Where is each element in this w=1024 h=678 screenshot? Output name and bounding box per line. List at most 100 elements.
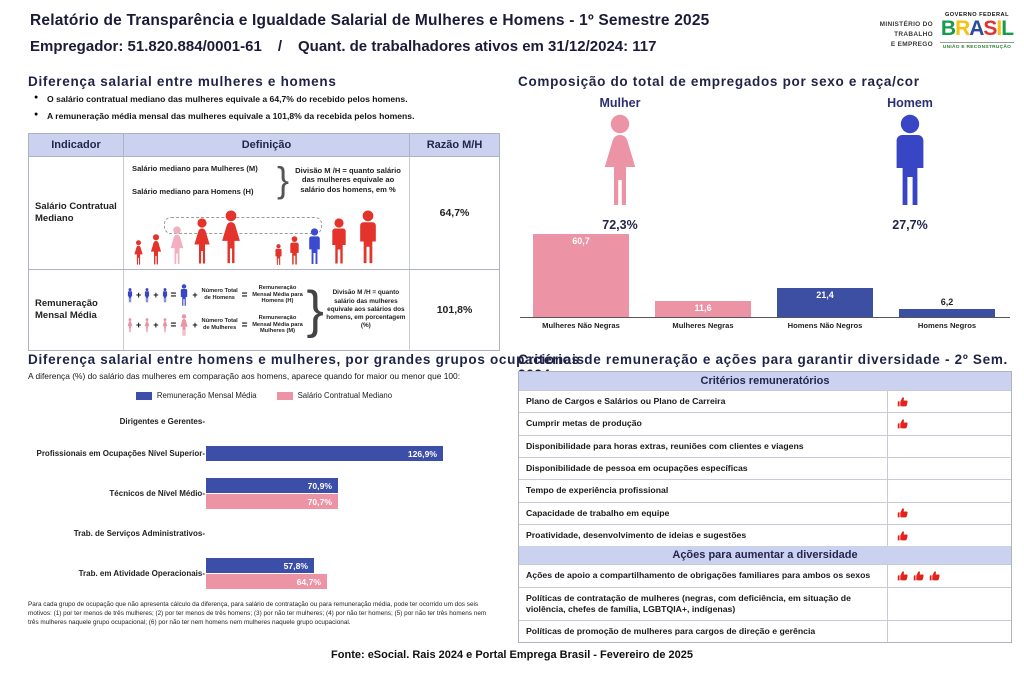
thumbs-up-icon [897,530,909,542]
criteria-row: Políticas de contratação de mulheres (ne… [519,586,1011,621]
ministry-logo: MINISTÉRIO DO TRABALHO E EMPREGO [845,20,933,50]
criteria-check-cell [887,587,1011,621]
occupation-bars: 126,9% [206,446,443,461]
criteria-label: Disponibilidade para horas extras, reuni… [526,440,804,451]
occupation-bar: 64,7% [206,574,327,589]
man-icon [143,288,151,303]
section-heading-salary-diff: Diferença salarial entre mulheres e home… [28,74,337,89]
employer-id: Empregador: 51.820.884/0001-61 [30,38,262,55]
man-icon [327,218,351,266]
criteria-row: Ações de apoio a compartilhamento de obr… [519,564,1011,587]
brasil-logo-letter: I [996,17,1002,40]
criteria-row: Disponibilidade de pessoa em ocupações e… [519,456,1011,480]
occupation-label: Trab. de Serviços Administrativos [28,529,206,538]
criteria-label: Ações de apoio a compartilhamento de obr… [526,570,871,581]
governo-federal-logo: GOVERNO FEDERAL BRASIL UNIÃO E RECONSTRU… [940,12,1014,50]
criteria-row: Plano de Cargos e Salários ou Plano de C… [519,390,1011,413]
criteria-row: Capacidade de trabalho em equipe [519,501,1011,524]
bar-value-label: 60,7 [572,236,590,246]
brasil-logo-letter: R [955,17,970,40]
plus-operator: + [136,320,142,330]
col-header-indicador: Indicador [29,134,124,156]
equals-operator: = [241,289,248,301]
composition-chart: 60,7 11,6 21,4 6,2 [520,234,1010,318]
col-header-razao: Razão M/H [426,139,483,151]
woman-icon [126,318,134,333]
legend-swatch-blue [135,391,152,400]
man-icon [178,284,190,307]
criteria-row: Cumprir metas de produção [519,412,1011,435]
brasil-logo-letter: A [969,17,984,40]
occupation-row: Trab. de Serviços Administrativos [28,526,500,541]
bar-value-label: 21,4 [816,290,834,300]
woman-icon [143,318,151,333]
median-men-label: Salário mediano para Homens (H) [132,187,254,196]
man-icon [126,288,134,303]
average-result-label: Remuneração Mensal Média para Mulheres (… [252,314,303,335]
equals-operator: = [241,319,248,331]
legend-label: Salário Contratual Mediano [297,391,393,400]
occupation-label: Profissionais em Ocupações Nível Superio… [28,449,206,458]
definition-cell: + + = + Número Total de Homens = Remuneração M… [124,270,410,350]
equals-operator: = [170,289,177,301]
criteria-check-cell [887,435,1011,457]
active-workers: Quant. de trabalhadores ativos em 31/12/… [297,38,657,55]
division-note: Divisão M /H = quanto salário das mulher… [326,289,406,330]
section-heading-occupational: Diferença salarial entre homens e mulher… [28,352,585,367]
legend-item-contratual-mediano: Salário Contratual Mediano [276,391,393,400]
bar-category-label: Mulheres Negras [672,321,734,330]
gov-logo-bottom: UNIÃO E RECONSTRUÇÃO [940,42,1014,50]
chart-legend: Remuneração Mensal Média Salário Contrat… [28,391,500,400]
bar-category-label: Homens Negros [917,321,977,330]
thumbs-up-icon [913,570,925,582]
bracket-icon: } [277,159,290,200]
total-count-label: Número Total de Mulheres [201,318,238,331]
male-composition-figure: Homem 27,7% [845,96,975,232]
occupation-row: Dirigentes e Gerentes [28,414,500,429]
occupation-row: Técnicos de Nível Médio 70,9% 70,7% [28,478,500,509]
criteria-label: Plano de Cargos e Salários ou Plano de C… [526,396,726,406]
bar-3 [899,309,995,317]
bar-value-label: 57,8% [283,560,308,571]
occupation-bars: 57,8% 64,7% [206,558,327,589]
bar-2: 21,4 [777,288,873,317]
thumbs-up-icon [897,418,909,430]
report-subtitle: Empregador: 51.820.884/0001-61 / Quant. de… [30,38,657,55]
population-icons-row [132,210,382,266]
man-icon-median [305,228,324,266]
median-women-label: Salário mediano para Mulheres (M) [132,164,258,173]
criteria-check-cell [887,457,1011,480]
bar-category-label: Mulheres Não Negras [542,321,620,330]
thumbs-up-icon [897,396,909,408]
composition-chart-categories: Mulheres Não Negras Mulheres Negras Homens… [520,321,1010,330]
occupation-label: Técnicos de Nível Médio [28,489,206,498]
brasil-logo-letter: S [983,17,997,40]
criteria-label: Cumprir metas de produção [526,418,642,429]
bar-slot: 6,2 [886,297,1008,317]
bar-value-label: 70,9% [307,480,332,491]
male-percentage: 27,7% [892,218,928,232]
salary-diff-bullets: O salário contratual mediano das mulhere… [34,94,484,128]
bar-value-label: 6,2 [940,297,954,307]
thumbs-up-icon [929,570,941,582]
occupational-footnote: Para cada grupo de ocupação que não apre… [28,601,487,626]
section-heading-composition: Composição do total de empregados por se… [518,74,920,89]
ministry-logo-line: E EMPREGO [890,41,933,49]
occupation-row: Profissionais em Ocupações Nível Superio… [28,446,500,461]
criteria-label: Políticas de contratação de mulheres (ne… [526,592,851,614]
occupation-row: Trab. em Atividade Operacionais 57,8% 64,7… [28,558,500,589]
criteria-table: Critérios remuneratórios Plano de Cargos … [518,371,1012,644]
woman-icon [217,210,245,266]
average-result-label: Remuneração Mensal Média para Homens (H) [252,284,303,305]
col-header-definicao: Definição [124,134,410,156]
man-icon [161,288,169,303]
criteria-check-cell [887,565,1011,587]
woman-icon [148,234,164,266]
plus-operator: + [192,320,198,330]
brasil-logo-letter: B [940,17,956,40]
ministry-logo-line: TRABALHO [894,31,933,39]
ministry-logo-line: MINISTÉRIO DO [879,21,933,28]
female-label: Mulher [599,96,641,110]
plus-operator: + [192,290,198,300]
criteria-check-cell [887,502,1011,524]
